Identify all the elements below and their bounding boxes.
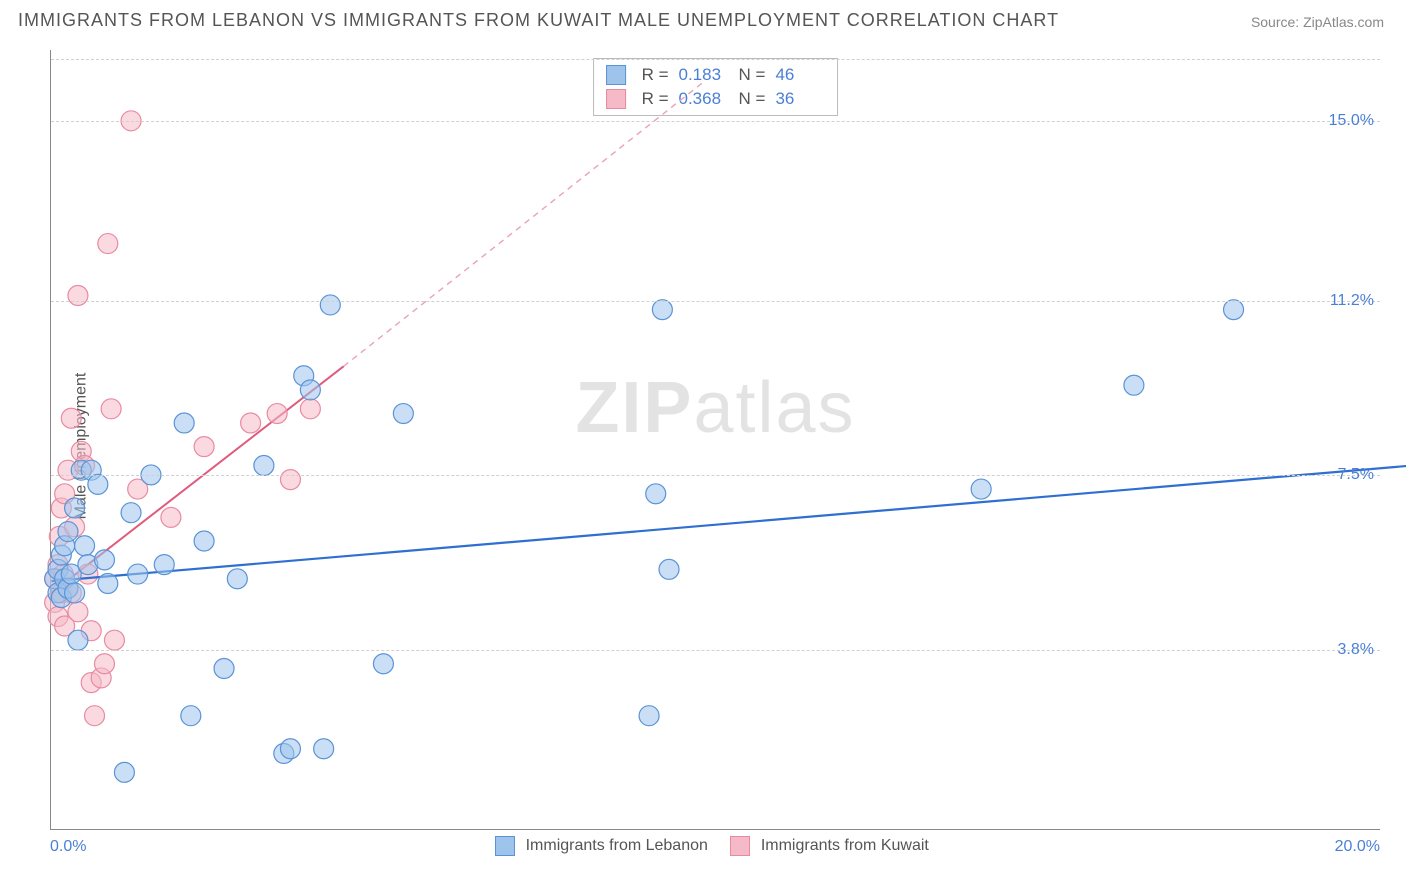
gridline <box>51 475 1380 476</box>
series-legend: Immigrants from Lebanon Immigrants from … <box>0 836 1406 856</box>
gridline <box>51 59 1380 60</box>
series-label-kuwait: Immigrants from Kuwait <box>761 837 929 854</box>
source-attribution: Source: ZipAtlas.com <box>1251 14 1384 30</box>
series-label-lebanon: Immigrants from Lebanon <box>526 837 708 854</box>
y-tick-label: 7.5% <box>1338 466 1374 484</box>
chart-title: IMMIGRANTS FROM LEBANON VS IMMIGRANTS FR… <box>18 10 1059 31</box>
y-tick-label: 15.0% <box>1329 112 1374 130</box>
gridline <box>51 121 1380 122</box>
gridline <box>51 301 1380 302</box>
series-swatch-lebanon <box>495 836 515 856</box>
source-prefix: Source: <box>1251 14 1303 30</box>
source-name: ZipAtlas.com <box>1303 14 1384 30</box>
series-swatch-kuwait <box>730 836 750 856</box>
y-tick-label: 11.2% <box>1330 292 1374 310</box>
y-tick-label: 3.8% <box>1338 641 1374 659</box>
chart-svg <box>51 50 1380 829</box>
plot-area: ZIPatlas R = 0.183 N = 46 R = 0.368 N = … <box>50 50 1380 830</box>
gridline <box>51 650 1380 651</box>
